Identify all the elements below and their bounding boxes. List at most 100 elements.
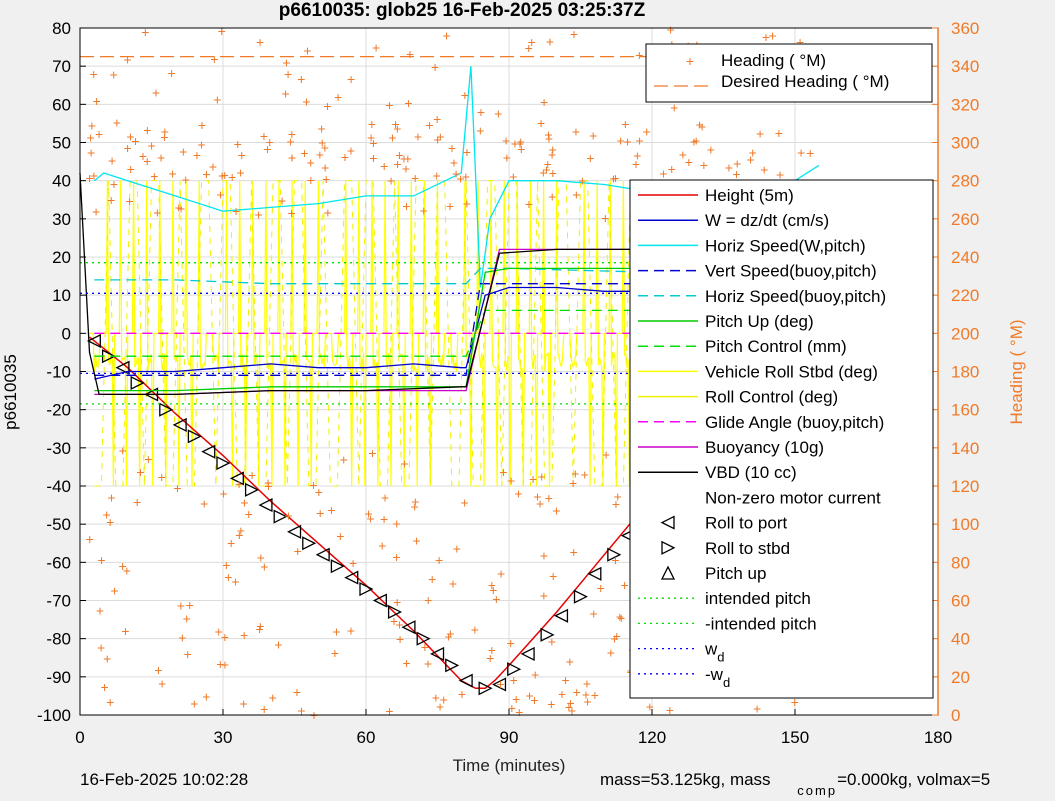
heading-marker: +	[256, 34, 264, 50]
roll-stbd-marker	[302, 536, 317, 551]
heading-marker: +	[613, 628, 621, 644]
roll-port-marker	[587, 566, 602, 581]
heading-marker: +	[110, 67, 118, 83]
heading-marker: +	[287, 205, 295, 221]
heading-marker: +	[210, 51, 218, 67]
heading-marker: +	[255, 621, 263, 637]
heading-marker: +	[569, 475, 577, 491]
heading-marker: +	[756, 126, 764, 142]
heading-marker: +	[614, 489, 622, 505]
y-tick-label: 40	[52, 172, 71, 191]
heading-marker: +	[700, 157, 708, 173]
roll-stbd-marker	[244, 482, 260, 497]
roll-port-marker	[520, 646, 535, 661]
heading-marker: +	[597, 580, 605, 596]
heading-marker: +	[548, 633, 556, 649]
heading-marker: +	[198, 117, 206, 133]
heading-marker: +	[95, 126, 103, 142]
legend-label: Buoyancy (10g)	[705, 438, 824, 457]
heading-marker: +	[347, 622, 355, 638]
heading-marker: +	[667, 21, 675, 37]
heading-marker: +	[515, 704, 523, 720]
heading-marker: +	[256, 618, 264, 634]
heading-marker: +	[425, 117, 433, 133]
heading-marker: +	[235, 527, 243, 543]
heading-marker: +	[222, 557, 230, 573]
heading-marker: +	[123, 51, 131, 67]
heading-legend: + Heading ( °M) Desired Heading ( °M)	[645, 43, 933, 103]
y-tick-label: 10	[52, 286, 71, 305]
series-line-5	[94, 283, 819, 376]
heading-marker: +	[307, 155, 315, 171]
heading-marker: +	[514, 485, 522, 501]
heading-marker: +	[284, 508, 292, 524]
heading-marker: +	[510, 672, 518, 688]
heading-marker: +	[635, 133, 643, 149]
main-legend: Height (5m) W = dz/dt (cm/s) Horiz Speed(W…	[629, 179, 934, 699]
heading-marker: +	[288, 150, 296, 166]
legend-label: Roll to stbd	[705, 539, 790, 558]
heading-marker: +	[623, 134, 631, 150]
heading-marker: +	[98, 552, 106, 568]
heading-marker: +	[263, 141, 271, 157]
heading-marker: +	[349, 555, 357, 571]
roll-port-marker	[315, 547, 330, 562]
heading-marker: +	[403, 655, 411, 671]
y-tick-label: 0	[62, 324, 71, 343]
heading-marker: +	[200, 495, 208, 511]
heading-marker: +	[525, 196, 533, 212]
heading-marker: +	[509, 168, 517, 184]
heading-marker: +	[231, 573, 239, 589]
heading-marker: +	[87, 145, 95, 161]
legend-label: -intended pitch	[705, 614, 817, 633]
heading-marker: +	[633, 148, 641, 164]
y2-tick-label: 100	[951, 515, 979, 534]
x-tick-label: 90	[500, 728, 519, 747]
heading-marker: +	[573, 684, 581, 700]
heading-marker: +	[538, 468, 546, 484]
roll-stbd-marker	[573, 589, 588, 604]
y2-tick-label: 60	[951, 592, 970, 611]
heading-marker: +	[161, 124, 169, 140]
heading-marker: +	[278, 192, 286, 208]
heading-marker: +	[411, 170, 419, 186]
heading-marker: +	[443, 28, 451, 44]
roll-stbd-marker	[216, 456, 231, 471]
heading-marker: +	[97, 639, 105, 655]
heading-marker: +	[749, 144, 757, 160]
roll-stbd-marker	[416, 631, 431, 646]
heading-marker: +	[531, 667, 539, 683]
y-tick-label: 20	[52, 248, 71, 267]
heading-marker: +	[565, 699, 573, 715]
heading-marker: +	[440, 692, 448, 708]
heading-marker: +	[471, 621, 479, 637]
heading-marker: +	[372, 40, 380, 56]
heading-legend-label: Heading ( °M)	[721, 51, 826, 70]
heading-marker: +	[234, 136, 242, 152]
heading-marker: +	[611, 630, 619, 646]
x-tick-label: 30	[214, 728, 233, 747]
heading-marker: +	[396, 631, 404, 647]
heading-marker: +	[420, 202, 428, 218]
heading-marker: +	[227, 535, 235, 551]
x-axis-label: Time (minutes)	[453, 756, 566, 775]
heading-marker: +	[182, 171, 190, 187]
heading-marker: +	[616, 609, 624, 625]
footer-mass-text-2: =0.000kg, volmax=5	[837, 770, 991, 789]
x-tick-label: 180	[924, 728, 952, 747]
heading-marker: +	[402, 161, 410, 177]
heading-marker: +	[621, 116, 629, 132]
heading-marker: +	[309, 477, 317, 493]
heading-marker: +	[545, 131, 553, 147]
heading-marker: +	[517, 133, 525, 149]
heading-marker: +	[548, 146, 556, 162]
legend-label-subscript: d	[723, 675, 730, 690]
heading-marker: +	[385, 703, 393, 719]
heading-marker: +	[456, 171, 464, 187]
heading-marker: +	[119, 558, 127, 574]
heading-marker: +	[582, 686, 590, 702]
heading-marker: +	[791, 694, 799, 710]
heading-marker: +	[607, 644, 615, 660]
heading-marker: +	[218, 168, 226, 184]
heading-marker: +	[90, 167, 98, 183]
